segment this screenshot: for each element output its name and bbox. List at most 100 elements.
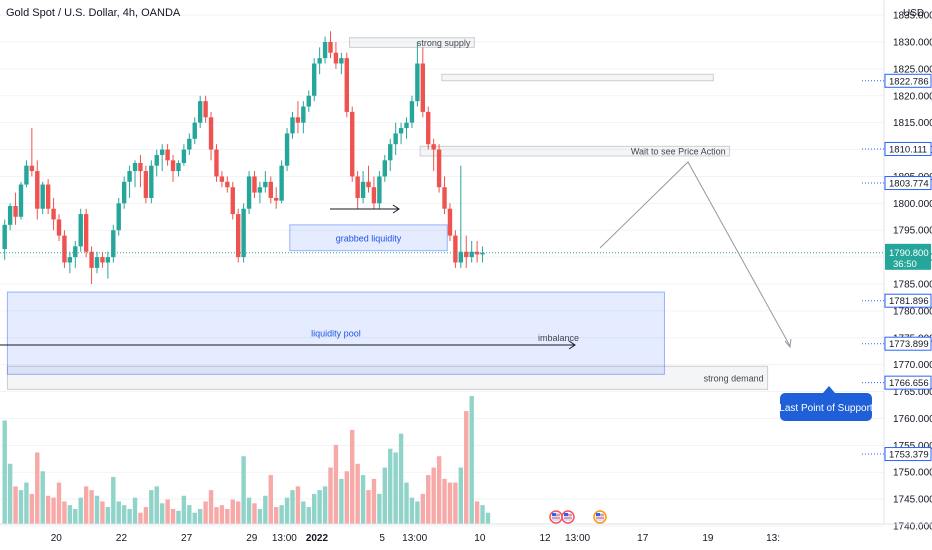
candle-body xyxy=(377,176,382,204)
candle-body xyxy=(317,58,322,64)
volume-bar xyxy=(111,476,116,524)
candle-body xyxy=(355,176,360,198)
zone-box[interactable] xyxy=(419,145,731,157)
volume-bar xyxy=(415,501,420,524)
candle-body xyxy=(480,252,485,255)
price-tick-label: 1770.000 xyxy=(893,360,932,371)
time-axis[interactable]: 20 22 27 29 13:00 2022 5 13:00 10 12 13:00 17 19 13: xyxy=(51,533,780,544)
zone-box[interactable] xyxy=(349,37,475,48)
imbalance-label: imbalance xyxy=(538,333,579,343)
candle-body xyxy=(13,206,18,217)
price-tick-label: 1825.000 xyxy=(893,64,932,75)
candle-body xyxy=(442,187,447,209)
candle-body xyxy=(322,42,328,59)
volume-bar xyxy=(431,467,436,524)
candle-body xyxy=(138,163,143,172)
candle-body xyxy=(404,122,409,129)
candle-body xyxy=(274,197,279,201)
volume-bar xyxy=(219,505,225,524)
us-flag-icon[interactable] xyxy=(561,510,575,524)
volume-bar xyxy=(344,471,349,524)
volume-bar xyxy=(29,493,35,524)
candle-body xyxy=(382,160,387,177)
price-level-label xyxy=(884,336,932,351)
candle-body xyxy=(170,160,176,172)
candle-body xyxy=(333,52,339,64)
candle-body xyxy=(257,187,263,193)
candle-body xyxy=(225,181,230,188)
volume-bar xyxy=(105,507,111,524)
candle-body xyxy=(143,171,149,198)
price-tick-label: 1745.000 xyxy=(893,495,932,506)
last-point-of-support-callout[interactable]: Last Point of Support xyxy=(779,386,873,421)
candle-body xyxy=(447,208,453,236)
candle-body xyxy=(306,95,311,107)
us-flag-icon[interactable] xyxy=(549,510,563,524)
candle-body xyxy=(241,208,246,258)
price-level-label xyxy=(884,176,932,191)
volume-bar xyxy=(485,512,491,524)
volume-bar xyxy=(246,497,252,524)
volume-bar xyxy=(279,505,284,524)
candle-body xyxy=(436,149,442,188)
volume-bar xyxy=(360,475,366,524)
volume-bar xyxy=(203,501,208,524)
candle-body xyxy=(159,149,165,155)
candle-body xyxy=(100,257,105,263)
price-tick-label: 1795.000 xyxy=(893,226,932,237)
time-tick-label: 2022 xyxy=(306,533,329,544)
volume-bar xyxy=(474,501,480,524)
candle-body xyxy=(453,235,458,263)
price-tick-label: 1830.000 xyxy=(893,38,932,49)
last-price-label xyxy=(885,243,931,270)
price-tick-label: 1750.000 xyxy=(893,468,932,479)
zone-box[interactable] xyxy=(289,224,448,252)
drawings-layer xyxy=(0,161,884,350)
candle-body xyxy=(29,165,35,172)
time-tick-label: 10 xyxy=(474,533,486,544)
imbalance-arrow xyxy=(0,340,576,350)
countdown-label: 36:50 xyxy=(893,259,917,270)
volume-bar xyxy=(181,495,187,524)
candle-body xyxy=(252,176,257,193)
candle-body xyxy=(284,133,290,166)
price-level-value: 1781.896 xyxy=(889,296,929,307)
volume-bar xyxy=(322,486,328,524)
candle-body xyxy=(116,203,121,231)
candle-body xyxy=(426,111,431,145)
price-tick-label: 1760.000 xyxy=(893,414,932,425)
candle-body xyxy=(7,206,13,225)
zone-label: Wait to see Price Action xyxy=(631,147,726,157)
event-icons[interactable] xyxy=(549,510,607,524)
time-tick-label: 13:00 xyxy=(272,533,297,544)
zone-box[interactable] xyxy=(6,291,665,375)
price-level-value: 1753.379 xyxy=(889,450,929,461)
candle-body xyxy=(165,149,170,161)
volume-bar xyxy=(382,467,387,524)
volume-bar xyxy=(317,490,322,524)
price-tick-label: 1835.000 xyxy=(893,11,932,22)
us-flag-icon[interactable] xyxy=(593,510,607,524)
zone-box[interactable] xyxy=(6,365,769,390)
volume-bar xyxy=(143,507,149,524)
volume-bar xyxy=(458,467,464,524)
volume-bar xyxy=(230,499,235,524)
volume-bar xyxy=(94,495,100,524)
volume-bar xyxy=(159,503,165,524)
chart-title: Gold Spot / U.S. Dollar, 4h, OANDA xyxy=(6,7,181,19)
volume-bar xyxy=(409,497,415,524)
volume-bar xyxy=(78,497,83,524)
grid xyxy=(0,14,884,527)
candle-body xyxy=(40,184,45,209)
liquidity-arrow xyxy=(330,204,400,214)
candle-body xyxy=(132,163,138,172)
time-tick-label: 19 xyxy=(702,533,714,544)
volume-bar xyxy=(252,503,257,524)
zone-box[interactable] xyxy=(441,73,714,82)
volume-bar xyxy=(2,420,7,524)
volume-bar xyxy=(426,475,431,524)
volume-bar xyxy=(480,505,485,524)
currency-label[interactable]: USD xyxy=(903,8,924,19)
price-level-value: 1810.111 xyxy=(889,144,927,155)
